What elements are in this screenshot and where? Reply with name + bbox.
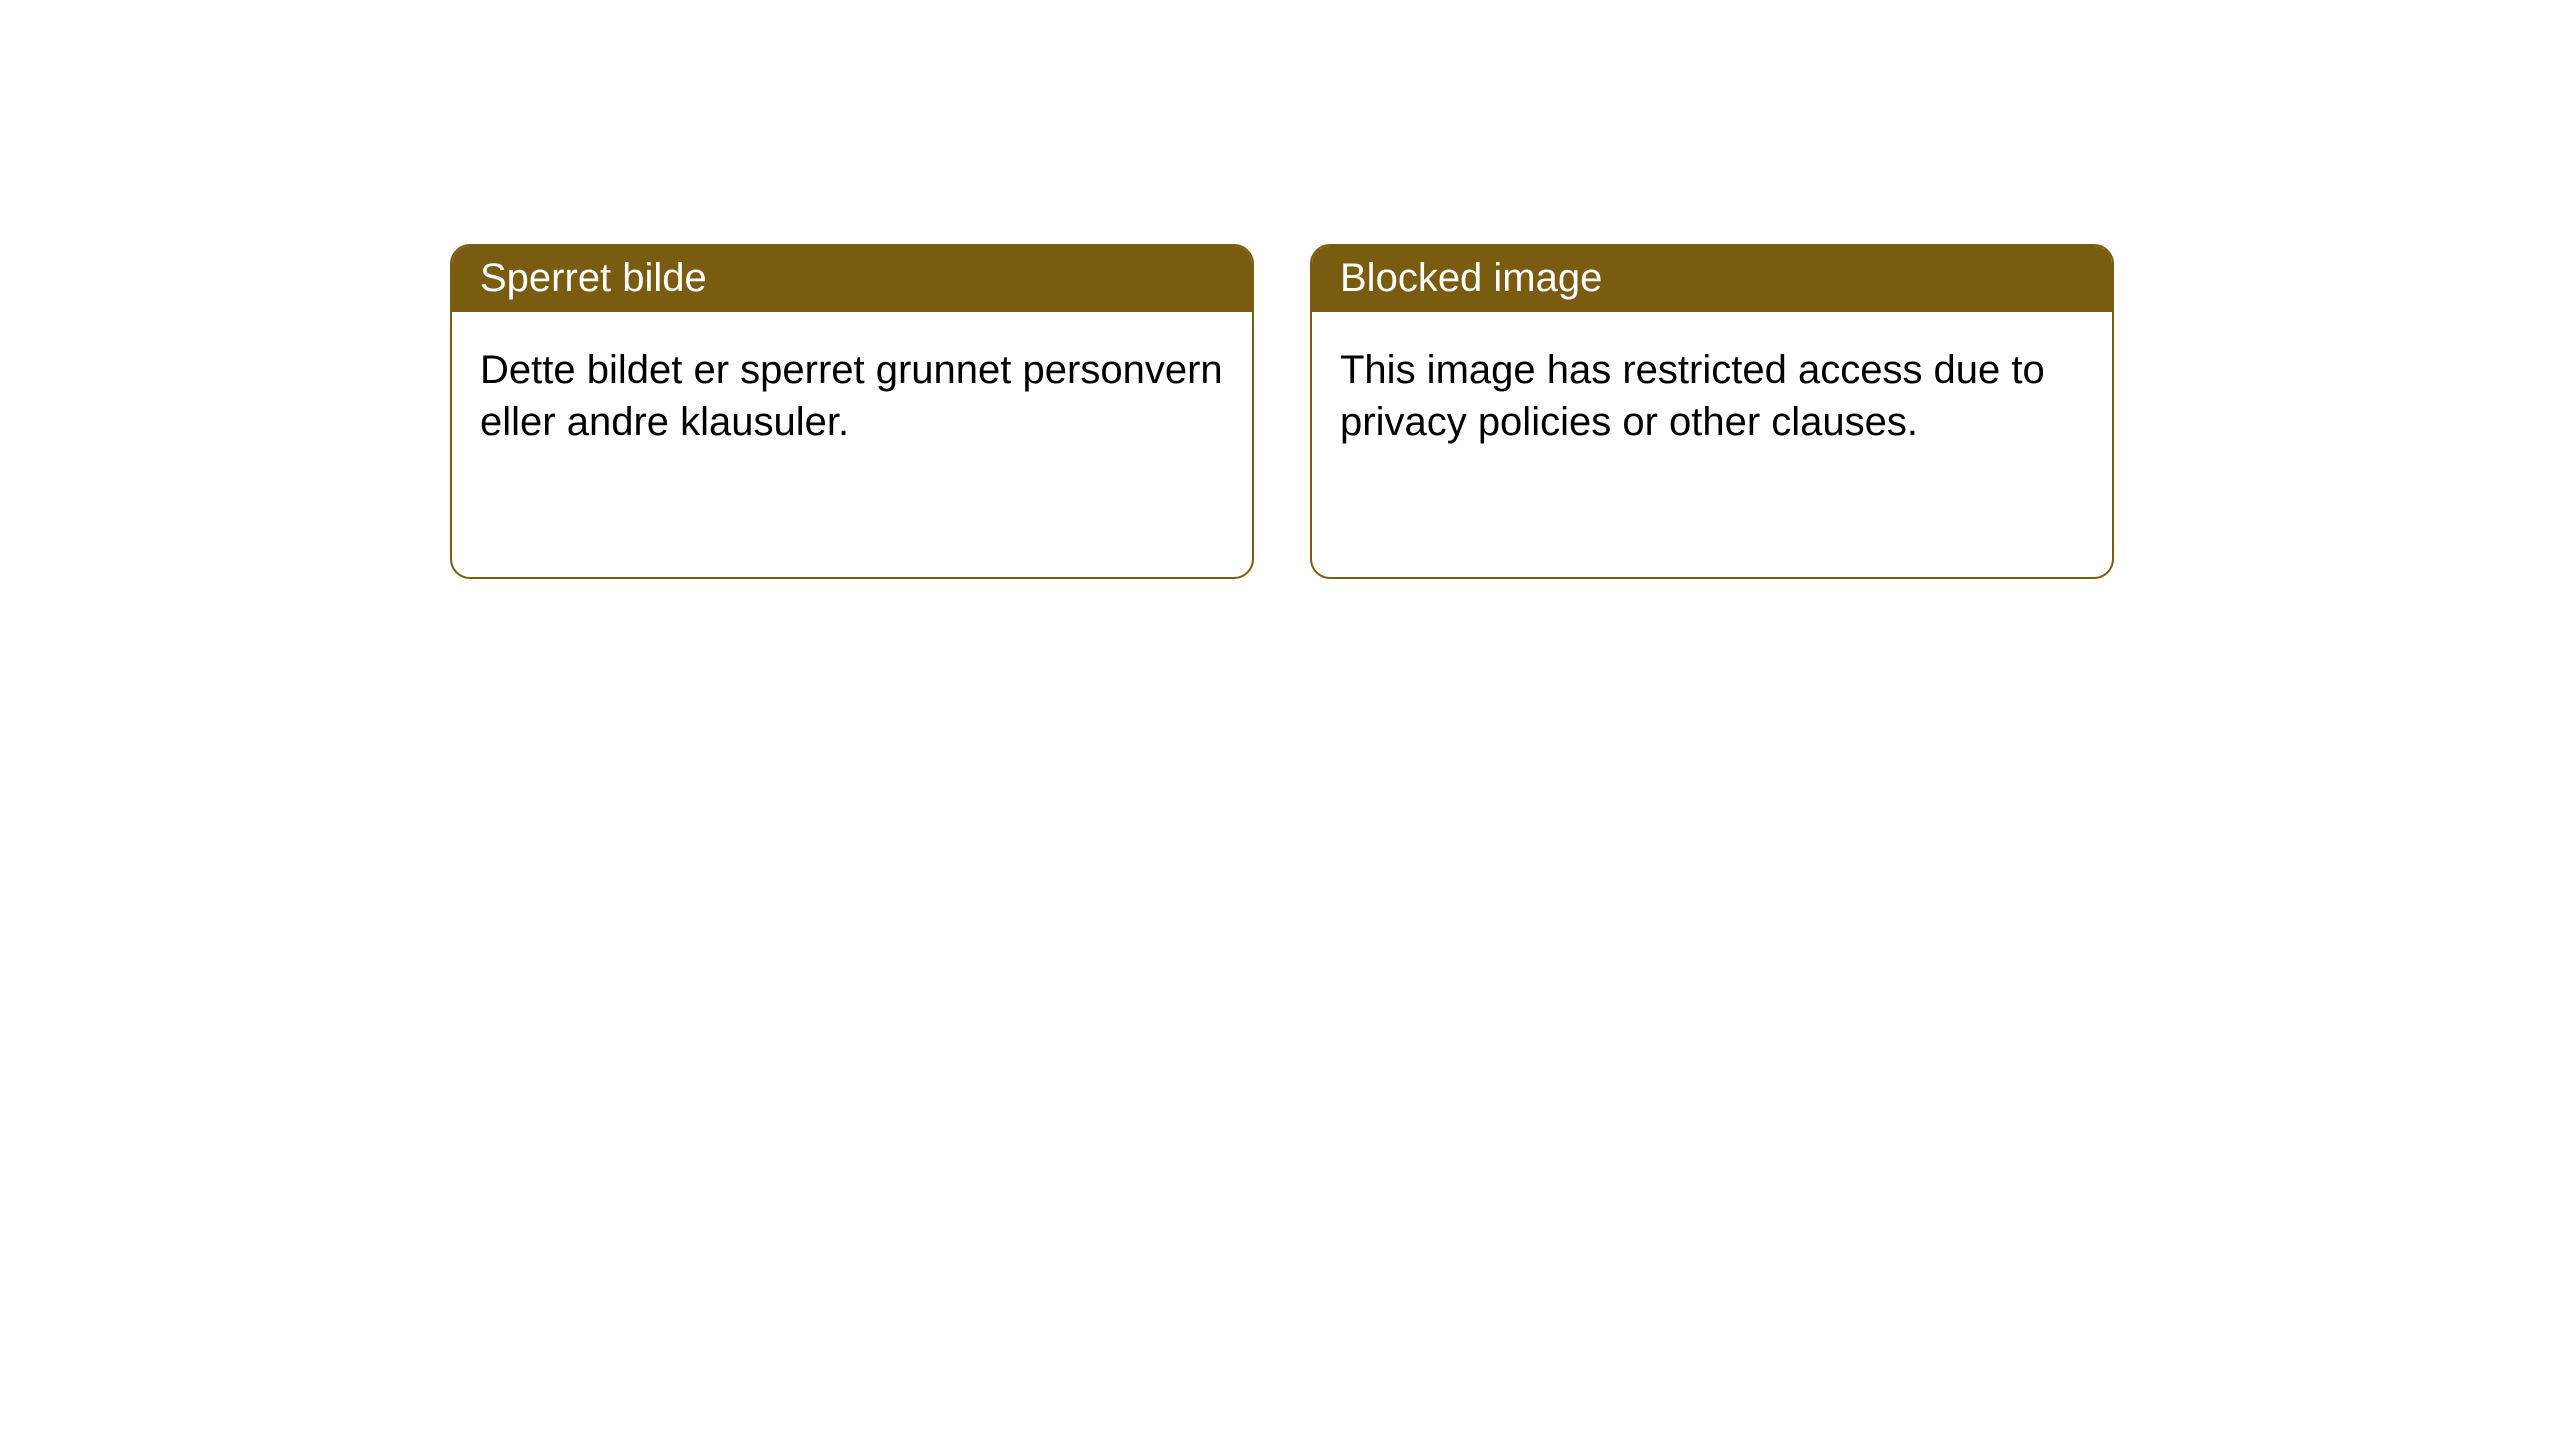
card-body: Dette bildet er sperret grunnet personve… — [452, 312, 1252, 480]
card-body-text: This image has restricted access due to … — [1340, 348, 2045, 444]
card-title: Sperret bilde — [480, 256, 707, 300]
card-title: Blocked image — [1340, 256, 1602, 300]
card-header: Blocked image — [1312, 246, 2112, 312]
card-header: Sperret bilde — [452, 246, 1252, 312]
blocked-image-card-no: Sperret bilde Dette bildet er sperret gr… — [450, 244, 1254, 579]
blocked-image-card-en: Blocked image This image has restricted … — [1310, 244, 2114, 579]
card-body-text: Dette bildet er sperret grunnet personve… — [480, 348, 1223, 444]
card-body: This image has restricted access due to … — [1312, 312, 2112, 480]
notice-container: Sperret bilde Dette bildet er sperret gr… — [0, 0, 2560, 579]
